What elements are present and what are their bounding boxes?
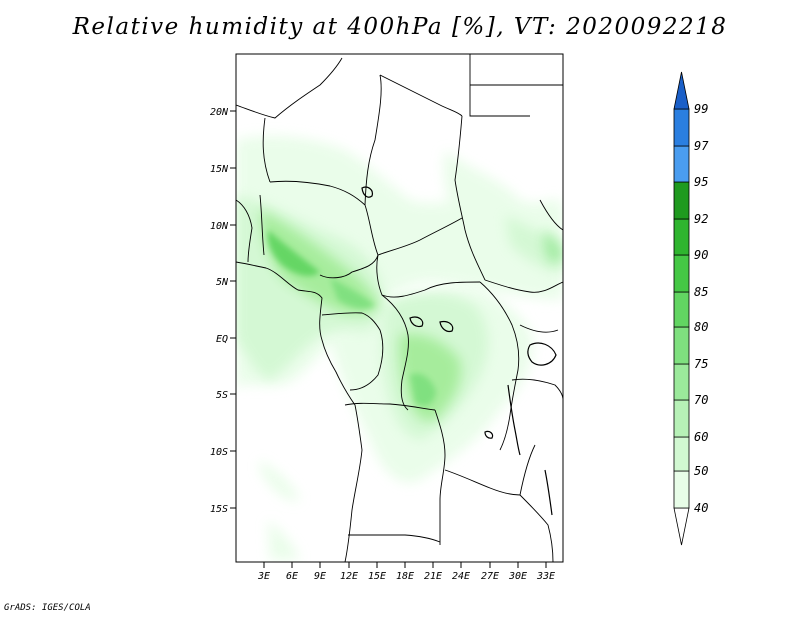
border-libya-chad bbox=[379, 74, 463, 117]
lon-label: 18E bbox=[396, 571, 414, 582]
colorbar: 40 50 60 70 75 80 85 90 92 95 97 99 bbox=[673, 71, 709, 546]
border-nigeria-north bbox=[269, 180, 366, 206]
colorbar-labels: 40 50 60 70 75 80 85 90 92 95 97 99 bbox=[694, 102, 709, 515]
humidity-70-region-east bbox=[544, 230, 563, 262]
colorbar-segment bbox=[673, 363, 690, 401]
lake-tumba bbox=[409, 316, 424, 328]
colorbar-label: 50 bbox=[694, 464, 708, 478]
lon-label: 15E bbox=[368, 571, 386, 582]
colorbar-label: 85 bbox=[694, 285, 708, 299]
colorbar-label: 90 bbox=[694, 248, 708, 262]
humidity-50-region-southwest bbox=[260, 460, 300, 501]
lake-victoria bbox=[527, 342, 557, 366]
colorbar-segment bbox=[673, 108, 690, 147]
border-nigeria-east bbox=[319, 204, 379, 279]
border-north-sahara bbox=[236, 57, 343, 119]
border-egypt-sudan bbox=[469, 54, 530, 117]
lon-label: 9E bbox=[314, 571, 326, 582]
border-tanzania bbox=[511, 378, 563, 401]
latitude-labels: 20N 15N 10N 5N EQ 5S 10S 15S bbox=[210, 107, 229, 515]
colorbar-label: 60 bbox=[694, 430, 708, 444]
lat-label: 10S bbox=[210, 447, 228, 458]
longitude-labels: 3E 6E 9E 12E 15E 18E 21E 24E 27E 30E 33E bbox=[257, 571, 555, 582]
lon-label: 27E bbox=[481, 571, 499, 582]
lake-tanganyika bbox=[507, 384, 521, 456]
humidity-80-region-west bbox=[267, 230, 320, 276]
lakes bbox=[361, 186, 557, 516]
colorbar-segment bbox=[673, 399, 690, 438]
border-angola-east bbox=[434, 409, 446, 545]
colorbar-segment bbox=[673, 291, 690, 328]
colorbar-label: 80 bbox=[694, 320, 708, 334]
grads-credit: GrADS: IGES/COLA bbox=[4, 603, 91, 613]
colorbar-label: 99 bbox=[694, 102, 708, 116]
coastline-west-africa bbox=[236, 261, 363, 562]
colorbar-label: 97 bbox=[694, 139, 709, 153]
lon-label: 24E bbox=[452, 571, 470, 582]
lat-label: 15S bbox=[210, 504, 228, 515]
border-chad-sudan bbox=[454, 115, 486, 281]
border-zambia bbox=[444, 444, 536, 496]
border-west-africa-1 bbox=[236, 199, 253, 263]
border-uganda-kenya bbox=[519, 324, 559, 333]
humidity-80-region-gulf bbox=[330, 278, 375, 309]
country-borders bbox=[236, 54, 563, 562]
border-gabon-congo bbox=[321, 312, 384, 391]
colorbar-label: 95 bbox=[694, 175, 708, 189]
lat-label: 15N bbox=[210, 164, 229, 175]
lake-mai-ndombe bbox=[439, 320, 454, 333]
lon-label: 12E bbox=[340, 571, 358, 582]
lat-label: 5S bbox=[216, 390, 228, 401]
colorbar-label: 70 bbox=[694, 393, 708, 407]
border-sudan-south bbox=[484, 279, 563, 293]
lake-malawi bbox=[544, 469, 553, 516]
lon-label: 30E bbox=[508, 571, 527, 582]
colorbar-segment bbox=[673, 71, 690, 110]
border-car-south bbox=[376, 254, 481, 298]
colorbar-segment bbox=[673, 181, 690, 220]
lat-label: EQ bbox=[216, 334, 228, 345]
border-mali-niger bbox=[262, 117, 271, 183]
border-ethiopia bbox=[539, 199, 563, 231]
colorbar-segments bbox=[673, 71, 690, 546]
humidity-80-region-central bbox=[410, 373, 436, 406]
humidity-60-region-east bbox=[505, 215, 563, 275]
lat-label: 5N bbox=[216, 277, 229, 288]
border-west-africa-2 bbox=[259, 194, 265, 256]
colorbar-segment bbox=[673, 470, 690, 509]
colorbar-label: 92 bbox=[694, 212, 708, 226]
humidity-shading bbox=[236, 135, 563, 560]
map-frame bbox=[235, 53, 564, 563]
colorbar-segment bbox=[673, 218, 690, 256]
border-niger-chad bbox=[364, 74, 382, 206]
border-car-north bbox=[377, 217, 463, 256]
border-mozambique bbox=[519, 494, 554, 562]
border-drc-east bbox=[479, 281, 520, 451]
colorbar-segment bbox=[673, 436, 690, 472]
lake-chad bbox=[361, 186, 373, 198]
humidity-50-region-south bbox=[268, 520, 300, 560]
lat-label: 20N bbox=[210, 107, 229, 118]
colorbar-segment bbox=[673, 254, 690, 293]
lon-label: 6E bbox=[286, 571, 298, 582]
lat-label: 10N bbox=[210, 221, 229, 232]
lake-upemba bbox=[484, 430, 494, 439]
lon-label: 3E bbox=[257, 571, 270, 582]
border-angola-north bbox=[344, 402, 436, 411]
lon-label: 21E bbox=[424, 571, 442, 582]
colorbar-label: 40 bbox=[694, 501, 708, 515]
colorbar-segment bbox=[673, 326, 690, 365]
border-drc-west bbox=[381, 294, 409, 411]
colorbar-segment bbox=[673, 507, 690, 546]
border-namibia bbox=[348, 534, 441, 543]
map-title: Relative humidity at 400hPa [%], VT: 202… bbox=[72, 14, 728, 40]
colorbar-segment bbox=[673, 145, 690, 183]
axis-ticks bbox=[230, 110, 547, 568]
colorbar-label: 75 bbox=[694, 357, 708, 371]
lon-label: 33E bbox=[536, 571, 555, 582]
